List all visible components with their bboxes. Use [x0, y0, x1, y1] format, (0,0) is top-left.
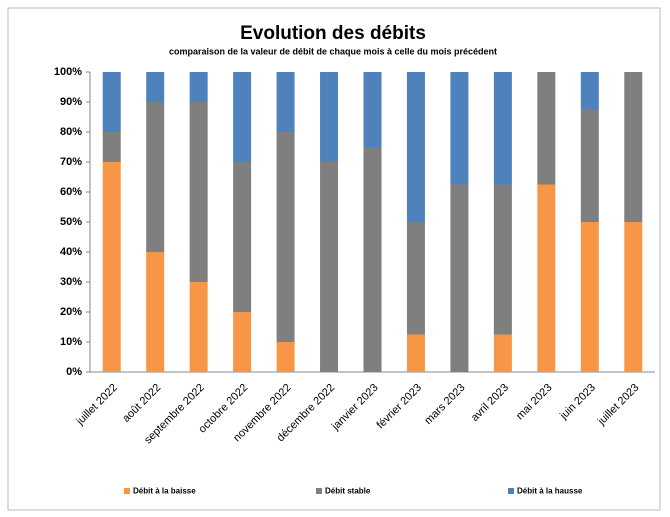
legend-label: Débit stable: [325, 487, 371, 496]
y-tick-label: 10%: [60, 336, 82, 348]
bar-segment: [146, 252, 165, 372]
bar-segment: [406, 334, 425, 372]
y-tick-label: 20%: [60, 306, 82, 318]
bar-segment: [233, 162, 252, 312]
legend-swatch: [316, 488, 322, 494]
bar-segment: [189, 282, 208, 372]
bar-segment: [320, 162, 339, 372]
bar-segment: [624, 222, 643, 372]
bar-segment: [233, 72, 252, 162]
legend-swatch: [124, 488, 130, 494]
legend-swatch: [508, 488, 514, 494]
bar-segment: [189, 72, 208, 102]
bar-segment: [276, 72, 295, 132]
bar-segment: [624, 72, 643, 222]
bar-segment: [320, 72, 339, 162]
y-tick-label: 100%: [54, 66, 82, 78]
chart-subtitle: comparaison de la valeur de débit de cha…: [169, 46, 497, 56]
bar-segment: [406, 222, 425, 335]
bar-segment: [450, 184, 469, 372]
bar-segment: [363, 147, 382, 372]
y-tick-label: 50%: [60, 216, 82, 228]
y-tick-label: 60%: [60, 186, 82, 198]
bar-segment: [406, 72, 425, 222]
bar-segment: [493, 334, 512, 372]
chart-title: Evolution des débits: [240, 23, 426, 44]
y-tick-label: 30%: [60, 276, 82, 288]
bar-segment: [276, 132, 295, 342]
bar-segment: [493, 184, 512, 335]
bar-segment: [580, 222, 599, 372]
y-tick-label: 80%: [60, 126, 82, 138]
bar-segment: [580, 72, 599, 110]
bar-segment: [146, 72, 165, 102]
bar-segment: [189, 102, 208, 282]
legend-label: Débit à la baisse: [133, 487, 196, 496]
y-tick-label: 40%: [60, 246, 82, 258]
bar-segment: [537, 72, 556, 185]
bar-segment: [493, 72, 512, 185]
bar-segment: [102, 72, 121, 132]
bar-segment: [276, 342, 295, 372]
bar-segment: [580, 109, 599, 222]
bar-segment: [102, 162, 121, 372]
bar-segment: [537, 184, 556, 372]
legend-label: Débit à la hausse: [517, 487, 583, 496]
y-tick-label: 0%: [66, 366, 82, 378]
y-tick-label: 70%: [60, 156, 82, 168]
bar-segment: [233, 312, 252, 372]
bar-segment: [146, 102, 165, 252]
bar-segment: [363, 72, 382, 147]
y-tick-label: 90%: [60, 96, 82, 108]
bar-segment: [102, 132, 121, 162]
bar-segment: [450, 72, 469, 185]
